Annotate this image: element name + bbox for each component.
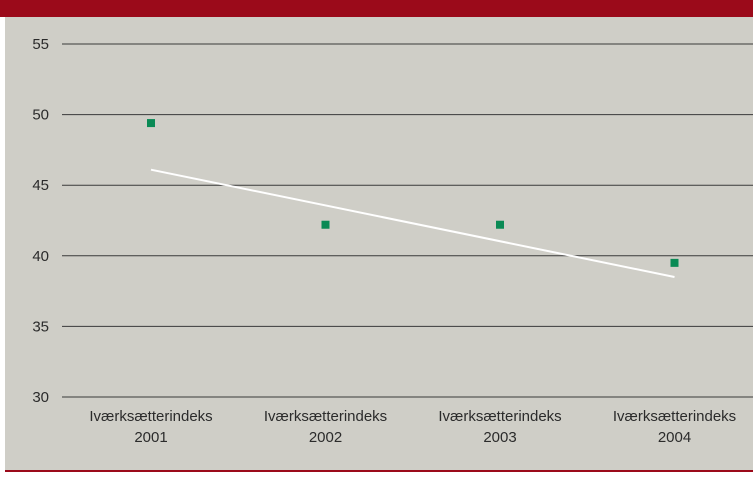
plot-background	[5, 17, 753, 470]
data-point-2	[321, 220, 330, 229]
y-axis-tick-labels: 30 35 40 45 50 55	[32, 36, 49, 406]
data-point-1	[147, 119, 155, 128]
gridlines	[62, 43, 753, 398]
data-points	[147, 119, 679, 267]
y-tick-label-35: 35	[32, 318, 49, 335]
y-tick-label-55: 55	[32, 36, 49, 53]
top-color-band	[0, 0, 753, 17]
trend-line	[150, 168, 675, 278]
x-category-label: Iværksætterindeks 2004	[613, 408, 736, 446]
y-tick-label-45: 45	[32, 177, 49, 194]
data-point-4	[670, 258, 679, 267]
data-point-3	[496, 220, 504, 229]
x-category-label: Iværksætterindeks 2003	[438, 408, 561, 446]
x-axis-category-labels: Iværksætterindeks 2001 Iværksætterindeks 20…	[89, 408, 736, 446]
y-tick-label-50: 50	[32, 107, 49, 124]
bottom-color-band	[5, 470, 753, 472]
y-tick-label-40: 40	[32, 248, 49, 265]
y-tick-label-30: 30	[32, 389, 49, 406]
x-category-label: Iværksætterindeks 2001	[89, 408, 212, 446]
x-category-label: Iværksætterindeks 2002	[264, 408, 387, 446]
